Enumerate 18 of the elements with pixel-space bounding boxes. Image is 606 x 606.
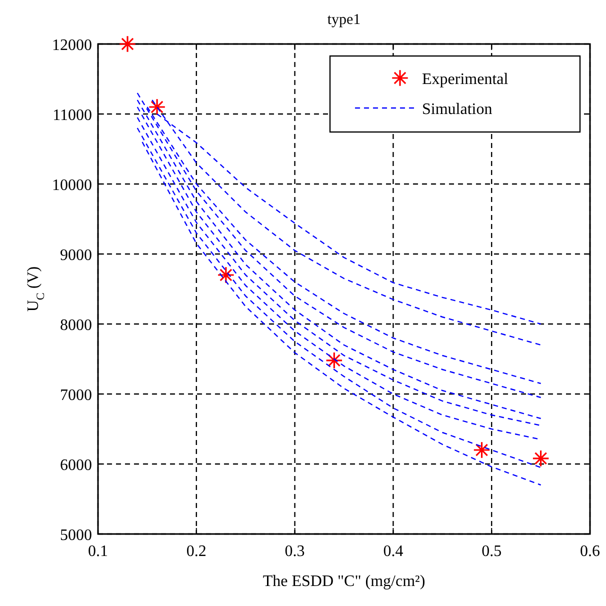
legend-label: Experimental xyxy=(422,71,509,88)
x-tick-label: 0.6 xyxy=(580,543,600,560)
y-tick-label: 9000 xyxy=(60,247,92,264)
x-tick-label: 0.1 xyxy=(88,543,108,560)
y-tick-label: 6000 xyxy=(60,457,92,474)
chart-title: type1 xyxy=(327,12,361,28)
legend-label: Simulation xyxy=(422,101,492,118)
x-axis-title: The ESDD "C" (mg/cm²) xyxy=(262,573,426,590)
y-tick-label: 8000 xyxy=(60,317,92,334)
y-tick-label: 12000 xyxy=(52,37,92,54)
y-tick-label: 5000 xyxy=(60,527,92,544)
x-tick-label: 0.5 xyxy=(482,543,502,560)
x-tick-label: 0.2 xyxy=(186,543,206,560)
y-tick-label: 10000 xyxy=(52,177,92,194)
x-tick-label: 0.3 xyxy=(284,543,305,560)
x-tick-label: 0.4 xyxy=(383,543,404,560)
y-tick-label: 7000 xyxy=(60,387,92,404)
y-tick-label: 11000 xyxy=(52,107,92,124)
